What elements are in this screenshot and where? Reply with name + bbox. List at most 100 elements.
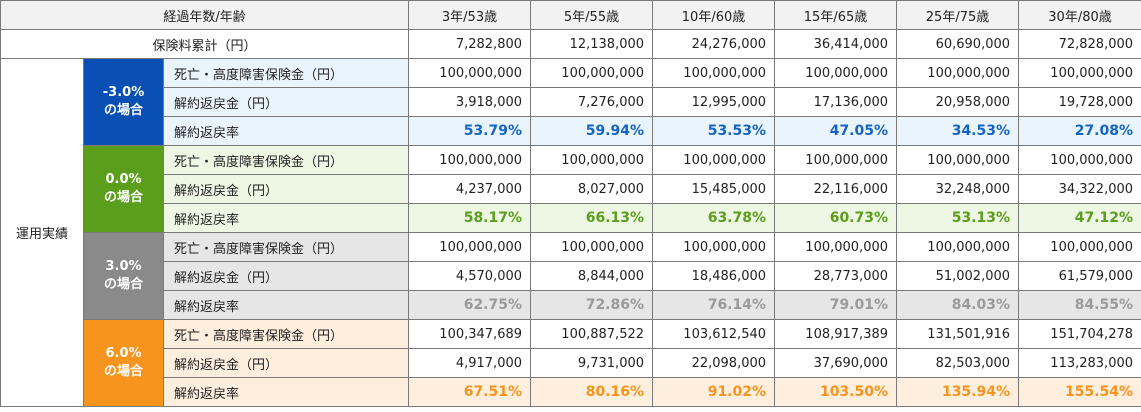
rate-value: 34.53% bbox=[896, 116, 1020, 146]
death-value: 100,000,000 bbox=[408, 145, 532, 175]
scenario-3-label: 3.0% の場合 bbox=[83, 232, 164, 320]
death-value: 100,000,000 bbox=[530, 145, 654, 175]
death-value: 100,887,522 bbox=[530, 319, 654, 349]
header-row: 経過年数/年齢 3年/53歳 5年/55歳 10年/60歳 15年/65歳 25… bbox=[0, 0, 1141, 30]
row-label-death: 死亡・高度障害保険金（円） bbox=[162, 319, 410, 349]
rate-value: 58.17% bbox=[408, 203, 532, 233]
scenario-case: の場合 bbox=[103, 190, 143, 205]
scenario-4-label: 6.0% の場合 bbox=[83, 319, 164, 407]
surrender-value: 28,773,000 bbox=[774, 261, 898, 291]
surrender-value: 22,098,000 bbox=[652, 348, 776, 378]
premium-value: 24,276,000 bbox=[652, 29, 776, 59]
scenario-2-label: 0.0% の場合 bbox=[83, 145, 164, 233]
death-value: 103,612,540 bbox=[652, 319, 776, 349]
surrender-value: 4,570,000 bbox=[408, 261, 532, 291]
row-label-surrender: 解約返戻金（円） bbox=[162, 348, 410, 378]
scenario-rate: 6.0% bbox=[105, 346, 142, 361]
death-value: 131,501,916 bbox=[896, 319, 1020, 349]
death-value: 100,000,000 bbox=[530, 58, 654, 88]
header-corner: 経過年数/年齢 bbox=[0, 0, 410, 30]
death-value: 100,000,000 bbox=[408, 58, 532, 88]
rate-value: 155.54% bbox=[1018, 377, 1141, 407]
scenario-2-surrender-row: 解約返戻金（円） 4,237,000 8,027,000 15,485,000 … bbox=[1, 174, 1141, 204]
rate-value: 80.16% bbox=[530, 377, 654, 407]
row-label-death: 死亡・高度障害保険金（円） bbox=[162, 145, 410, 175]
scenario-case: の場合 bbox=[103, 364, 143, 379]
death-value: 100,000,000 bbox=[774, 145, 898, 175]
rate-value: 60.73% bbox=[774, 203, 898, 233]
death-value: 100,000,000 bbox=[652, 232, 776, 262]
scenario-2-rate-row: 解約返戻率 58.17% 66.13% 63.78% 60.73% 53.13%… bbox=[1, 203, 1141, 233]
premium-row: 保険料累計（円） 7,282,800 12,138,000 24,276,000… bbox=[0, 29, 1141, 59]
surrender-value: 22,116,000 bbox=[774, 174, 898, 204]
surrender-value: 3,918,000 bbox=[408, 87, 532, 117]
death-value: 108,917,389 bbox=[774, 319, 898, 349]
surrender-value: 82,503,000 bbox=[896, 348, 1020, 378]
death-value: 100,000,000 bbox=[652, 145, 776, 175]
surrender-value: 12,995,000 bbox=[652, 87, 776, 117]
death-value: 100,000,000 bbox=[530, 232, 654, 262]
rate-value: 59.94% bbox=[530, 116, 654, 146]
death-value: 100,000,000 bbox=[1018, 232, 1141, 262]
scenario-case: の場合 bbox=[103, 103, 143, 118]
surrender-value: 4,237,000 bbox=[408, 174, 532, 204]
rate-value: 53.13% bbox=[896, 203, 1020, 233]
premium-value: 7,282,800 bbox=[408, 29, 532, 59]
rate-value: 84.55% bbox=[1018, 290, 1141, 320]
row-label-rate: 解約返戻率 bbox=[162, 203, 410, 233]
premium-value: 72,828,000 bbox=[1018, 29, 1141, 59]
row-label-rate: 解約返戻率 bbox=[162, 116, 410, 146]
rate-value: 103.50% bbox=[774, 377, 898, 407]
header-col-6: 30年/80歳 bbox=[1018, 0, 1141, 30]
death-value: 100,000,000 bbox=[652, 58, 776, 88]
rate-value: 53.53% bbox=[652, 116, 776, 146]
surrender-value: 34,322,000 bbox=[1018, 174, 1141, 204]
rate-value: 91.02% bbox=[652, 377, 776, 407]
rate-value: 27.08% bbox=[1018, 116, 1141, 146]
death-value: 100,000,000 bbox=[774, 232, 898, 262]
header-col-3: 10年/60歳 bbox=[652, 0, 776, 30]
rate-value: 67.51% bbox=[408, 377, 532, 407]
scenario-4-surrender-row: 解約返戻金（円） 4,917,000 9,731,000 22,098,000 … bbox=[1, 348, 1141, 378]
scenario-2-death-row: 0.0% の場合 死亡・高度障害保険金（円） 100,000,000 100,0… bbox=[1, 145, 1141, 233]
scenario-1-death-row: 運用実績 -3.0% の場合 死亡・高度障害保険金（円） 100,000,000… bbox=[0, 58, 1141, 407]
scenario-1-label: -3.0% の場合 bbox=[83, 58, 164, 146]
row-label-death: 死亡・高度障害保険金（円） bbox=[162, 232, 410, 262]
death-value: 100,000,000 bbox=[1018, 145, 1141, 175]
header-col-4: 15年/65歳 bbox=[774, 0, 898, 30]
rate-value: 66.13% bbox=[530, 203, 654, 233]
rate-value: 47.12% bbox=[1018, 203, 1141, 233]
death-value: 100,347,689 bbox=[408, 319, 532, 349]
surrender-value: 4,917,000 bbox=[408, 348, 532, 378]
surrender-value: 113,283,000 bbox=[1018, 348, 1141, 378]
group-label: 運用実績 bbox=[0, 58, 84, 407]
scenario-1-rate-row: 解約返戻率 53.79% 59.94% 53.53% 47.05% 34.53%… bbox=[1, 116, 1141, 146]
rate-value: 135.94% bbox=[896, 377, 1020, 407]
premium-label: 保険料累計（円） bbox=[0, 29, 410, 59]
surrender-value: 15,485,000 bbox=[652, 174, 776, 204]
death-value: 100,000,000 bbox=[896, 145, 1020, 175]
surrender-value: 18,486,000 bbox=[652, 261, 776, 291]
death-value: 100,000,000 bbox=[774, 58, 898, 88]
surrender-value: 51,002,000 bbox=[896, 261, 1020, 291]
rate-value: 47.05% bbox=[774, 116, 898, 146]
rate-value: 62.75% bbox=[408, 290, 532, 320]
scenario-4-rate-row: 解約返戻率 67.51% 80.16% 91.02% 103.50% 135.9… bbox=[1, 377, 1141, 407]
premium-value: 36,414,000 bbox=[774, 29, 898, 59]
surrender-value: 32,248,000 bbox=[896, 174, 1020, 204]
header-col-2: 5年/55歳 bbox=[530, 0, 654, 30]
row-label-death: 死亡・高度障害保険金（円） bbox=[162, 58, 410, 88]
rate-value: 53.79% bbox=[408, 116, 532, 146]
death-value: 100,000,000 bbox=[896, 232, 1020, 262]
surrender-value: 19,728,000 bbox=[1018, 87, 1141, 117]
rate-value: 63.78% bbox=[652, 203, 776, 233]
header-col-5: 25年/75歳 bbox=[896, 0, 1020, 30]
surrender-value: 9,731,000 bbox=[530, 348, 654, 378]
scenario-case: の場合 bbox=[103, 277, 143, 292]
scenario-1-surrender-row: 解約返戻金（円） 3,918,000 7,276,000 12,995,000 … bbox=[1, 87, 1141, 117]
scenario-rate: 0.0% bbox=[105, 172, 142, 187]
row-label-surrender: 解約返戻金（円） bbox=[162, 261, 410, 291]
surrender-value: 61,579,000 bbox=[1018, 261, 1141, 291]
scenario-3-rate-row: 解約返戻率 62.75% 72.86% 76.14% 79.01% 84.03%… bbox=[1, 290, 1141, 320]
